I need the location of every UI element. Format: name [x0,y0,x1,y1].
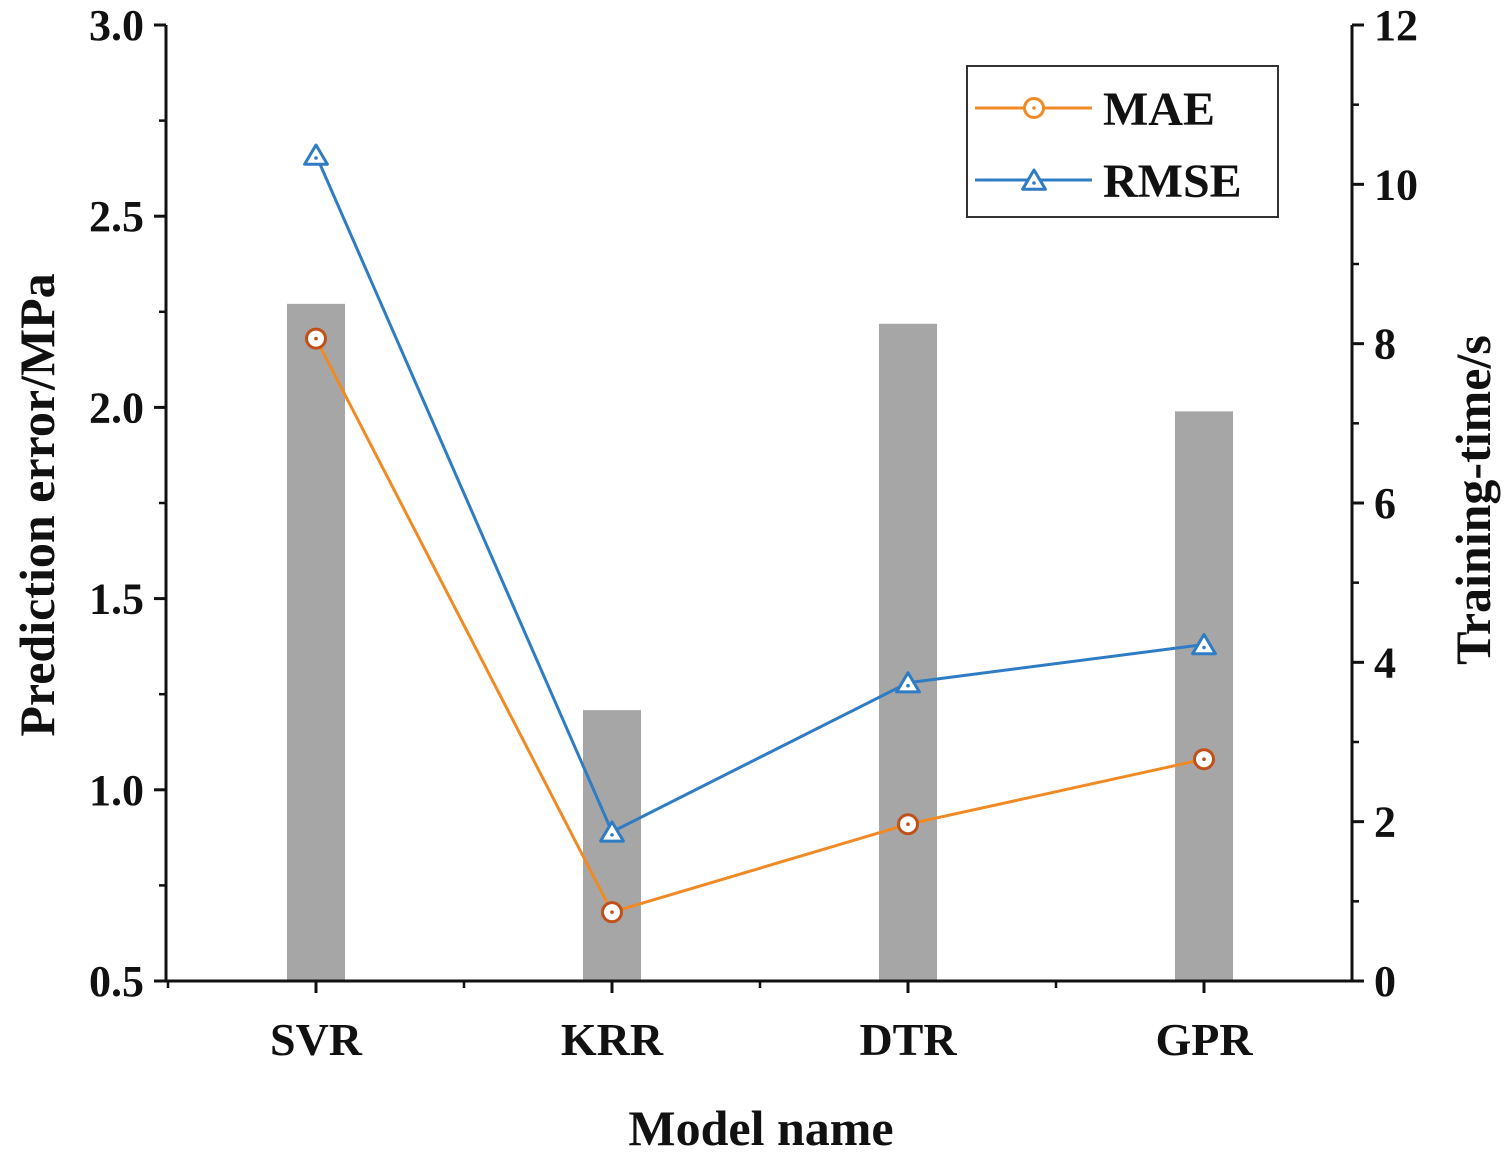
legend-box [966,65,1279,218]
rmse-marker-triangle [1191,632,1217,656]
legend-entry-rmse: RMSE [975,155,1242,208]
x-tick-label-krr: KRR [561,1014,664,1065]
rmse-line [314,154,1205,834]
bar-krr [583,710,641,981]
axes-layer [154,23,1364,993]
y-right-tick-label: 2 [1374,798,1396,847]
y-left-tick-label: 1.5 [89,575,144,624]
y-right-tick-label: 10 [1374,160,1418,209]
y-right-tick-label: 6 [1374,479,1396,528]
legend-marker-dot-rmse [1032,181,1036,185]
y-left-tick-label: 0.5 [89,957,144,1006]
bars-layer [287,303,1233,982]
labels-layer: 0.5 1.0 1.5 2.0 2.5 3.0 0 2 4 6 8 10 12 SVR KRR DTR GPR M… [9,1,1501,1153]
rmse-marker-triangle [895,671,921,694]
legend-marker-rmse [1021,168,1047,191]
rmse-marker-dot [1202,645,1206,650]
legend: MAE RMSE [966,65,1279,218]
x-tick-label-svr: SVR [270,1014,363,1065]
rmse-marker-dtr [895,671,921,694]
x-tick-label-dtr: DTR [859,1014,957,1065]
legend-label-rmse: RMSE [1103,155,1242,208]
bar-gpr [1175,411,1233,982]
y-left-tick-label: 2.0 [89,383,144,432]
mae-marker-dot [1202,757,1206,762]
mae-marker-dot [906,822,910,827]
mae-marker-dot [314,336,318,341]
y-axis-right-title: Training-time/s [1445,335,1501,665]
rmse-marker-triangle [303,143,329,166]
rmse-marker-dot [314,156,318,160]
y-left-tick-label: 2.5 [89,192,144,241]
mae-line [314,337,1205,914]
mae-marker-svr [305,327,327,350]
y-right-tick-label: 0 [1374,957,1396,1006]
legend-label-mae: MAE [1103,83,1215,136]
y-right-tick-label: 12 [1374,1,1418,50]
y-left-tick-label: 3.0 [89,1,144,50]
lines-layer [303,143,1217,924]
y-axis-left-title: Prediction error/MPa [9,273,65,736]
rmse-marker-dot [906,683,910,688]
rmse-marker-krr [599,820,625,843]
mae-marker-dot [610,910,614,914]
x-axis-title: Model name [628,1100,893,1153]
bar-dtr [879,323,937,981]
legend-entry-mae: MAE [975,83,1215,136]
legend-marker-dot-mae [1032,106,1036,110]
y-right-tick-label: 4 [1374,638,1396,687]
rmse-marker-dot [610,833,614,837]
x-tick-label-gpr: GPR [1155,1014,1253,1065]
y-right-tick-label: 8 [1374,320,1396,369]
rmse-marker-svr [303,143,329,166]
mae-marker-gpr [1193,748,1215,771]
y-left-tick-label: 1.0 [89,766,144,815]
bar-svr [287,303,345,981]
rmse-marker-gpr [1191,632,1217,656]
rmse-marker-triangle [599,820,625,843]
mae-marker-krr [601,901,623,924]
mae-marker-dtr [897,813,919,836]
